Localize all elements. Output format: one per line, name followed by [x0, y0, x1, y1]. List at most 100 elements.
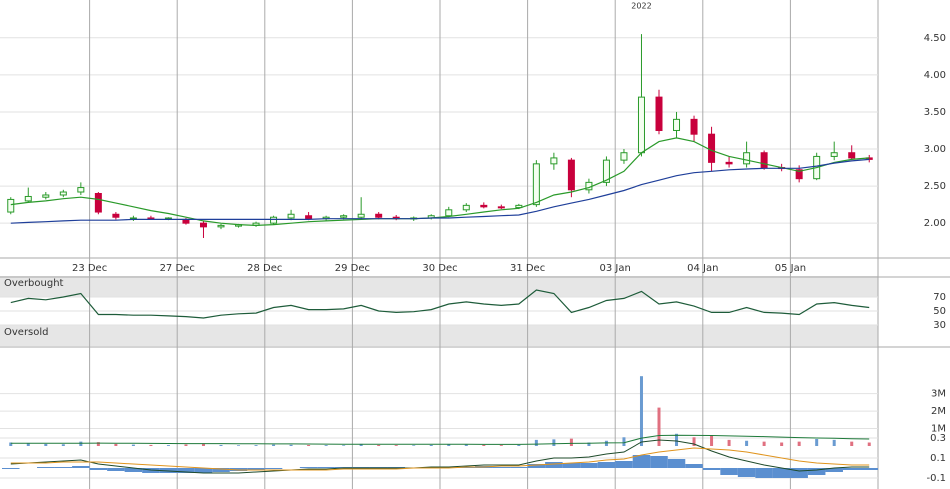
- histogram-bar: [597, 462, 616, 468]
- volume-bar: [166, 445, 170, 446]
- moving-average: [10, 137, 870, 227]
- y-tick-label: 70: [933, 292, 946, 303]
- histogram-bar: [842, 468, 861, 470]
- y-tick-label: 2M: [931, 406, 946, 417]
- candle-body: [708, 133, 716, 163]
- x-tick-label: 03 Jan: [600, 263, 631, 274]
- candle-body: [690, 118, 698, 135]
- x-tick-label: 04 Jan: [687, 263, 718, 274]
- candle-body: [620, 152, 628, 161]
- volume-bar: [79, 441, 83, 446]
- y-tick-label: 0.1: [930, 453, 946, 464]
- y-tick-label: 3.50: [924, 107, 946, 118]
- candle-body: [42, 194, 50, 198]
- histogram-bar: [790, 468, 808, 478]
- volume-bar: [657, 407, 661, 446]
- volume-bar: [394, 445, 398, 446]
- histogram-bar: [667, 459, 686, 468]
- volume-bar: [517, 444, 521, 446]
- volume-bar: [219, 444, 223, 446]
- histogram-bar: [825, 468, 843, 472]
- volume-bar: [867, 442, 871, 446]
- candle-body: [567, 159, 575, 191]
- volume-bar: [201, 443, 205, 446]
- x-tick-label: 29 Dec: [335, 263, 370, 274]
- histogram-bar: [527, 464, 546, 468]
- volume-bar: [61, 444, 65, 446]
- volume-bar: [499, 445, 503, 446]
- volume-bar: [727, 439, 731, 446]
- histogram-bar: [194, 468, 213, 473]
- volume-bar: [534, 439, 538, 446]
- histogram-bar: [247, 468, 265, 470]
- y-tick-label: 2.50: [924, 181, 946, 192]
- candle-body: [673, 118, 681, 131]
- volume-bar: [44, 443, 48, 446]
- histogram-bar: [615, 461, 633, 468]
- histogram-bar: [37, 467, 55, 468]
- histogram-bar: [580, 463, 598, 468]
- histogram-bar: [124, 468, 143, 472]
- candle-body: [217, 224, 225, 228]
- y-tick-label: 2.00: [924, 218, 946, 229]
- volume-bar: [745, 440, 749, 446]
- volume-bar: [710, 435, 714, 446]
- histogram-bar: [650, 456, 668, 468]
- candle-body: [24, 195, 32, 202]
- histogram-bar: [159, 468, 178, 473]
- volume-bar: [850, 441, 854, 446]
- volume-bar: [359, 443, 363, 446]
- y-tick-label: 1M: [931, 424, 946, 435]
- histogram-bar: [562, 463, 581, 468]
- moving-average: [10, 158, 870, 224]
- volume-bar: [149, 444, 153, 446]
- candle-body: [480, 204, 488, 208]
- histogram-bar: [317, 467, 335, 468]
- x-tick-label: 05 Jan: [775, 263, 806, 274]
- candle-body: [77, 187, 85, 193]
- candle-body: [305, 215, 313, 220]
- candle-body: [59, 191, 67, 196]
- volume-bar: [797, 441, 801, 446]
- histogram-bar: [54, 467, 73, 468]
- candle-body: [795, 169, 803, 180]
- histogram-bar: [702, 468, 721, 470]
- volume-bar: [587, 442, 591, 446]
- histogram-bar: [72, 466, 90, 468]
- candle-body: [182, 218, 190, 224]
- volume-bar: [26, 443, 30, 446]
- x-tick-label: 31 Dec: [510, 263, 545, 274]
- candle-body: [830, 152, 838, 157]
- macd-line: [10, 439, 870, 474]
- histogram-bar: [632, 455, 651, 468]
- candle-body: [637, 96, 645, 154]
- macd-line: [10, 447, 870, 471]
- y-tick-label: 4.50: [924, 33, 946, 44]
- volume-bar: [815, 439, 819, 446]
- candle-body: [602, 159, 610, 183]
- volume-bar: [464, 444, 468, 446]
- candle-body: [445, 209, 453, 217]
- histogram-bar: [720, 468, 738, 475]
- volume-bar: [482, 444, 486, 446]
- histogram-bar: [89, 468, 108, 470]
- volume-bar: [832, 439, 836, 446]
- volume-bar: [412, 445, 416, 446]
- volume-bar: [622, 437, 626, 446]
- volume-bar: [675, 433, 679, 446]
- candle-body: [199, 222, 207, 228]
- x-tick-label: 23 Dec: [72, 263, 107, 274]
- y-tick-label: 3M: [931, 389, 946, 400]
- volume-bar: [569, 438, 573, 446]
- y-tick-label: 30: [933, 320, 946, 331]
- volume-bar: [552, 439, 556, 446]
- candle-body: [287, 213, 295, 219]
- candle-body: [655, 96, 663, 131]
- candle-body: [462, 204, 470, 211]
- volume-bar: [377, 444, 381, 446]
- volume-bar: [762, 441, 766, 446]
- volume-bar: [447, 444, 451, 446]
- volume-bar: [324, 445, 328, 446]
- y-tick-label: -0.1: [926, 473, 946, 484]
